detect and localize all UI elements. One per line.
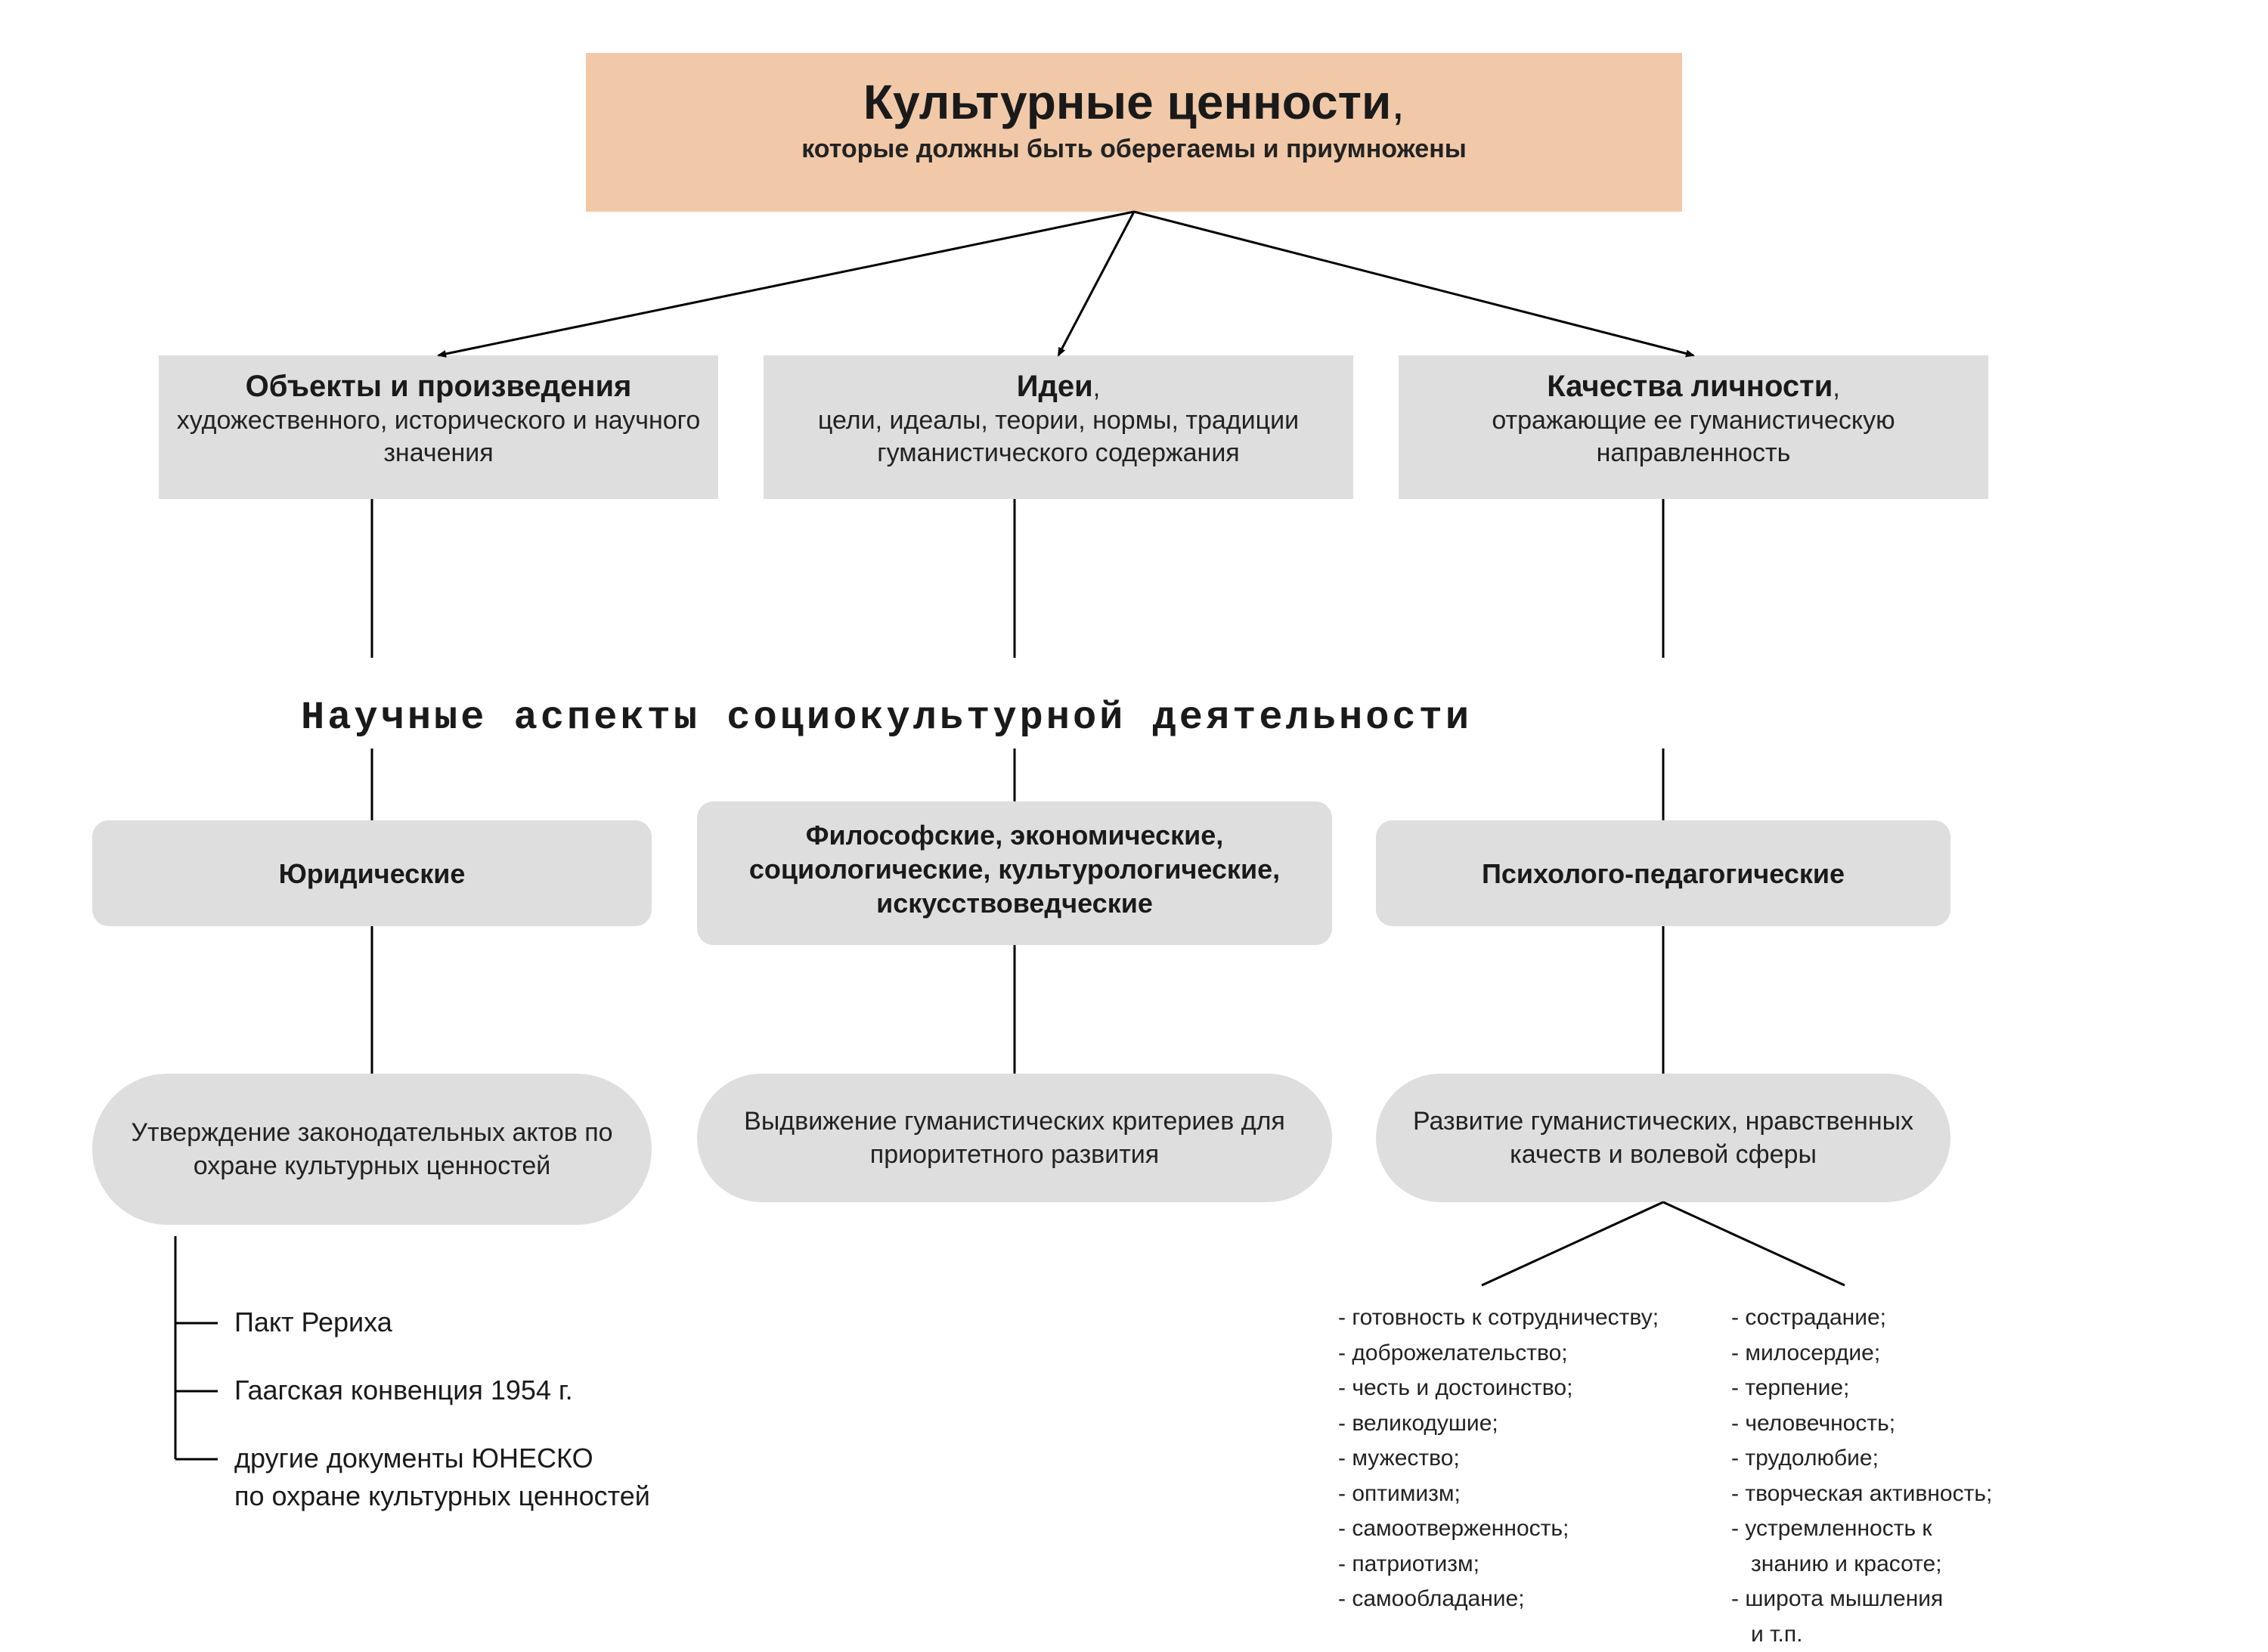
quality-item: - устремленность к <box>1731 1511 1992 1547</box>
qualities-column-left: - готовность к сотрудничеству;- доброжел… <box>1338 1300 1659 1617</box>
node-qualities: Качества личности, отражающие ее гуманис… <box>1399 355 1988 499</box>
quality-item: - трудолюбие; <box>1731 1441 1992 1477</box>
quality-item: - честь и достоинство; <box>1338 1371 1659 1406</box>
pill-humanistic-qualities: Развитие гуманистических, нравственных к… <box>1376 1074 1950 1202</box>
node-ideas-title-line: Идеи, <box>779 369 1338 404</box>
legal-leaf-roerich: Пакт Рериха <box>234 1306 392 1338</box>
quality-item: - самоотверженность; <box>1338 1511 1659 1547</box>
quality-item: - широта мышления <box>1731 1582 1992 1617</box>
node-qualities-sub: отражающие ее гуманистическую направленн… <box>1414 404 1973 469</box>
legal-leaf-unesco-line1: другие документы ЮНЕСКО <box>234 1443 593 1474</box>
root-title-text: Культурные ценности <box>863 75 1391 129</box>
pill-legal-acts: Утверждение законодательных актов по охр… <box>92 1074 652 1225</box>
node-objects: Объекты и произведения художественного, … <box>159 355 718 499</box>
legal-leaf-unesco-line2: по охране культурных ценностей <box>234 1480 650 1512</box>
node-qualities-title-line: Качества личности, <box>1414 369 1973 404</box>
quality-item: - готовность к сотрудничеству; <box>1338 1300 1659 1336</box>
quality-item: и т.п. <box>1731 1617 1992 1652</box>
quality-item: - милосердие; <box>1731 1336 1992 1372</box>
quality-item: - сострадание; <box>1731 1300 1992 1336</box>
node-objects-title: Объекты и произведения <box>174 369 703 404</box>
section-heading-scientific-aspects: Научные аспекты социокультурной деятельн… <box>301 696 1472 740</box>
node-ideas-sub: цели, идеалы, теории, нормы, традиции гу… <box>779 404 1338 469</box>
qualities-column-right: - сострадание;- милосердие;- терпение;- … <box>1731 1300 1992 1652</box>
node-philosophical: Философские, экономические, социологичес… <box>697 801 1332 945</box>
root-node: Культурные ценности, которые должны быть… <box>586 53 1682 212</box>
quality-item: - самообладание; <box>1338 1582 1659 1617</box>
quality-item: - оптимизм; <box>1338 1477 1659 1512</box>
node-objects-sub: художественного, исторического и научног… <box>174 404 703 469</box>
root-title: Культурные ценности, <box>616 74 1652 130</box>
quality-item: - терпение; <box>1731 1371 1992 1406</box>
node-qualities-title: Качества личности <box>1547 370 1833 403</box>
node-ideas-title: Идеи <box>1017 370 1093 403</box>
node-psych-pedagogical: Психолого-педагогические <box>1376 820 1950 926</box>
quality-item: - мужество; <box>1338 1441 1659 1477</box>
node-ideas: Идеи, цели, идеалы, теории, нормы, тради… <box>764 355 1353 499</box>
quality-item: - доброжелательство; <box>1338 1336 1659 1372</box>
pill-humanistic-criteria: Выдвижение гуманистических критериев для… <box>697 1074 1332 1202</box>
root-subtitle: которые должны быть оберегаемы и приумно… <box>616 135 1652 164</box>
quality-item: - творческая активность; <box>1731 1477 1992 1512</box>
quality-item: - патриотизм; <box>1338 1547 1659 1582</box>
legal-leaf-hague: Гаагская конвенция 1954 г. <box>234 1375 573 1406</box>
quality-item: - великодушие; <box>1338 1406 1659 1442</box>
node-legal: Юридические <box>92 820 652 926</box>
quality-item: знанию и красоте; <box>1731 1547 1992 1582</box>
quality-item: - человечность; <box>1731 1406 1992 1442</box>
diagram-canvas: Культурные ценности, которые должны быть… <box>0 0 2268 1642</box>
